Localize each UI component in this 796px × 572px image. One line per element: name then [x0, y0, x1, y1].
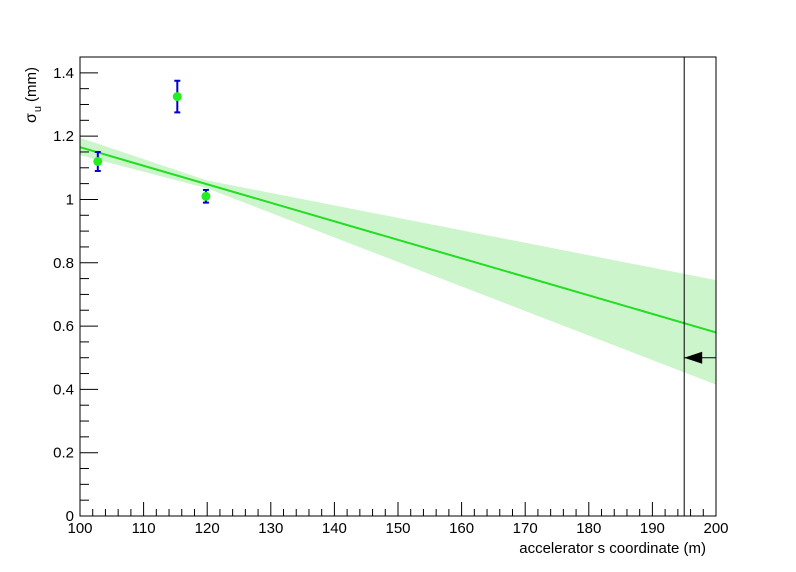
x-tick-label: 180	[576, 520, 601, 537]
fit-line-layer	[79, 146, 717, 334]
data-point-marker	[93, 156, 103, 166]
x-tick-label: 140	[322, 520, 347, 537]
data-point	[93, 150, 103, 172]
y-axis-title: σu (mm)	[23, 67, 44, 123]
data-point-marker	[201, 191, 211, 201]
y-tick-label: 1	[66, 191, 74, 208]
data-point	[201, 188, 211, 204]
svg-text:σu(mm): σu (mm)	[23, 67, 44, 123]
data-point	[172, 79, 182, 114]
y-tick-label: 0	[66, 508, 74, 525]
confidence-band-layer	[80, 137, 716, 385]
x-tick-label: 160	[449, 520, 474, 537]
annotation-layer	[683, 57, 716, 516]
y-axis-unit: (mm)	[23, 67, 40, 102]
x-tick-label: 200	[703, 520, 728, 537]
x-tick-label: 110	[132, 520, 156, 537]
x-tick-label: 130	[258, 520, 283, 537]
x-axis-title: accelerator s coordinate (m)	[519, 540, 706, 557]
data-point-marker	[172, 92, 182, 102]
x-tick-label: 170	[513, 520, 538, 537]
x-axis: 100 110 120 130 140 150 160 170 180 190 200	[67, 502, 729, 537]
x-tick-label: 120	[195, 520, 220, 537]
arrow-head	[684, 351, 703, 364]
x-tick-label: 100	[67, 520, 92, 537]
y-tick-label: 0.2	[53, 445, 74, 462]
data-points-layer	[93, 79, 211, 204]
x-tick-label: 190	[640, 520, 665, 537]
fit-line	[79, 146, 717, 334]
y-axis-subscript: u	[32, 106, 44, 112]
confidence-band	[80, 137, 716, 385]
y-axis-symbol: σ	[23, 113, 40, 123]
y-tick-label: 0.8	[53, 255, 74, 272]
y-tick-label: 1.2	[53, 128, 74, 145]
y-tick-label: 1.4	[53, 65, 74, 82]
x-tick-label: 150	[385, 520, 410, 537]
y-axis: 0 0.2 0.4 0.6 0.8 1 1.2 1.4	[53, 56, 98, 525]
y-tick-label: 0.4	[53, 381, 74, 398]
y-tick-label: 0.6	[53, 318, 74, 335]
